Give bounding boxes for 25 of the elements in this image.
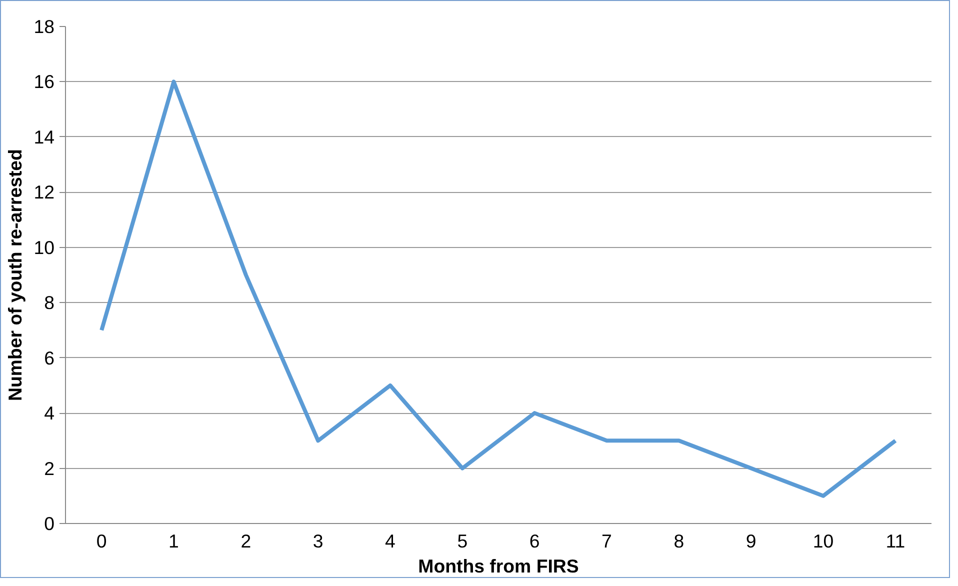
y-tick-label: 18 [34, 16, 55, 37]
y-tick-label: 12 [34, 182, 55, 203]
x-tick-label: 8 [674, 530, 684, 552]
x-tick-label: 0 [96, 530, 107, 552]
y-tick-label: 10 [34, 236, 55, 258]
x-tick-label: 1 [168, 530, 179, 552]
y-axis-title: Number of youth re-arrested [4, 149, 26, 401]
x-tick-label: 7 [602, 530, 612, 552]
x-tick-label: 2 [240, 530, 252, 552]
x-tick-label: 6 [529, 530, 540, 552]
x-tick-label: 3 [312, 530, 324, 552]
x-tick-label: 9 [746, 530, 756, 552]
y-tick-label: 6 [44, 347, 55, 368]
x-tick-label: 5 [457, 530, 468, 552]
y-tick-label: 8 [44, 292, 55, 314]
y-tick-label: 4 [44, 402, 55, 424]
y-tick-label: 2 [44, 458, 55, 479]
x-axis-title: Months from FIRS [418, 556, 579, 576]
line-series [100, 80, 898, 498]
x-tick-label: 11 [886, 530, 906, 552]
x-tick-label: 10 [812, 530, 834, 552]
y-tick-label: 14 [34, 126, 55, 148]
x-tick-label: 4 [385, 530, 396, 552]
y-tick-label: 16 [34, 71, 55, 92]
y-tick-label: 0 [44, 513, 55, 534]
